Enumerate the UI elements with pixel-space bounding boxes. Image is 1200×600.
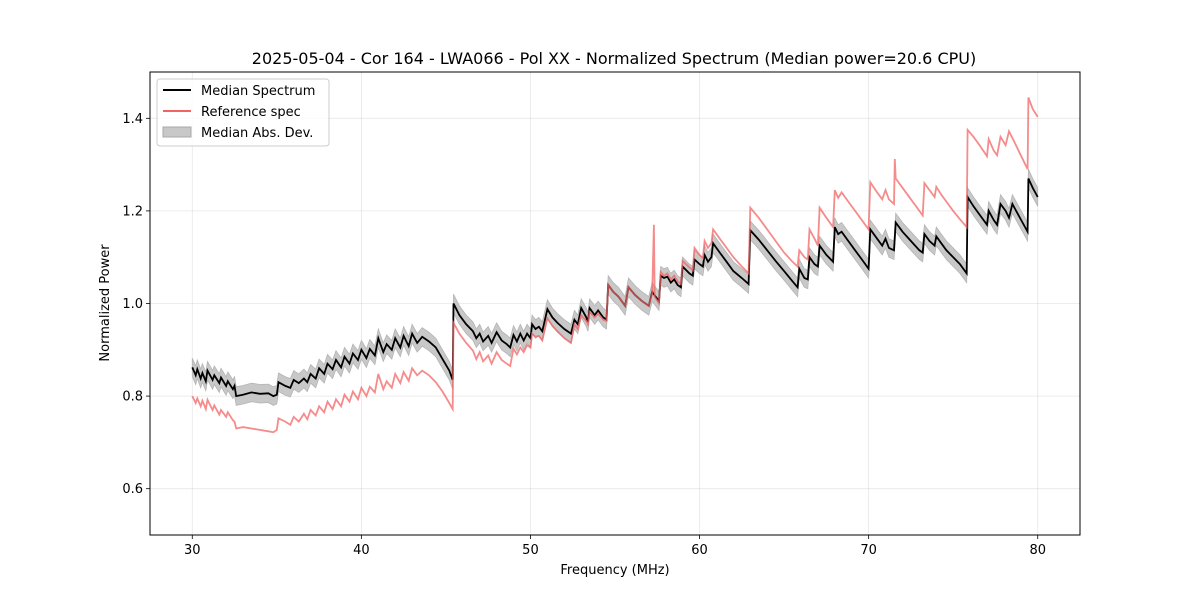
y-tick-label: 1.0 <box>122 297 143 312</box>
median-spectrum-line <box>191 178 1039 398</box>
grid <box>150 72 1080 535</box>
legend-mad-label: Median Abs. Dev. <box>201 126 313 141</box>
y-tick-label: 0.6 <box>122 482 143 497</box>
x-tick-label: 50 <box>522 543 539 558</box>
y-tick-label: 1.2 <box>122 204 143 219</box>
y-axis-label: Normalized Power <box>98 244 113 362</box>
legend: Median Spectrum Reference spec Median Ab… <box>156 78 330 147</box>
y-axis: 0.6 0.8 1.0 1.2 1.4 <box>122 112 150 497</box>
legend-median-label: Median Spectrum <box>201 84 315 99</box>
legend-reference-label: Reference spec <box>201 105 301 120</box>
x-tick-label: 70 <box>860 543 877 558</box>
x-tick-label: 80 <box>1029 543 1046 558</box>
chart-title: 2025-05-04 - Cor 164 - LWA066 - Pol XX -… <box>252 49 976 68</box>
reference-spectrum-line <box>191 97 1039 434</box>
mad-band <box>191 169 1039 406</box>
x-tick-label: 60 <box>691 543 708 558</box>
legend-mad-swatch <box>162 126 192 138</box>
y-tick-label: 1.4 <box>122 112 143 127</box>
x-axis: 30 40 50 60 70 80 <box>184 535 1046 558</box>
plot-area <box>191 97 1039 434</box>
x-tick-label: 40 <box>353 543 370 558</box>
legend-box <box>156 78 330 147</box>
y-tick-label: 0.8 <box>122 390 143 405</box>
x-axis-label: Frequency (MHz) <box>560 563 669 578</box>
x-tick-label: 30 <box>184 543 201 558</box>
